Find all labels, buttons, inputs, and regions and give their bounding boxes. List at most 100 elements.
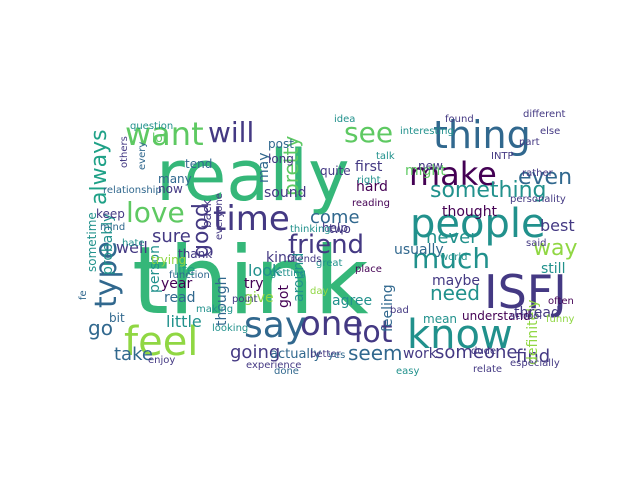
word-cloud-word: others (119, 136, 130, 168)
word-cloud-word: love (126, 196, 185, 229)
word-cloud-word: thinking (290, 224, 331, 235)
word-cloud-word: talk (376, 151, 395, 162)
word-cloud-word: part (519, 137, 540, 148)
word-cloud-word: relationship (103, 185, 162, 196)
word-cloud-word: found (445, 114, 474, 125)
word-cloud-word: now (158, 182, 183, 196)
word-cloud-word: still (541, 261, 565, 277)
word-cloud-word: agree (332, 293, 372, 309)
word-cloud-word: reading (352, 198, 390, 209)
word-cloud-word: bad (390, 305, 409, 316)
word-cloud-word: quite (320, 164, 351, 178)
word-cloud-word: know (407, 312, 513, 358)
word-cloud-word: sure (152, 226, 191, 247)
word-cloud-word: place (355, 264, 382, 275)
word-cloud-word: never (426, 227, 478, 248)
word-cloud-word: say (244, 305, 306, 346)
word-cloud-word: ISFJ (484, 265, 567, 319)
word-cloud-word: person (147, 245, 163, 293)
word-cloud-word: something (430, 178, 546, 203)
word-cloud-word: feeling (380, 284, 396, 332)
word-cloud-word: post (268, 137, 294, 151)
word-cloud-word: mean (423, 312, 457, 326)
word-cloud-word: world (440, 252, 468, 263)
word-cloud-word: may (256, 152, 272, 183)
word-cloud-word: trying (151, 253, 186, 267)
word-cloud-word: right (357, 175, 381, 186)
word-cloud-word: said (526, 238, 546, 249)
word-cloud-word: come (310, 207, 360, 228)
word-cloud-word: different (523, 109, 566, 120)
word-cloud-word: one (300, 304, 363, 344)
word-cloud-word: thread (514, 305, 560, 321)
word-cloud-word: even (518, 165, 572, 190)
word-cloud-word: everyone (214, 193, 225, 240)
word-cloud-word: might (405, 163, 446, 179)
word-cloud-word: sometime (85, 212, 99, 272)
word-cloud-word: fe (78, 290, 89, 300)
word-cloud-word: done (274, 366, 299, 377)
word-cloud-word: better (310, 349, 341, 360)
word-cloud-word: time (213, 199, 290, 239)
word-cloud-word: many (158, 172, 192, 186)
word-cloud-word: every (137, 142, 148, 170)
word-cloud-word: personality (510, 194, 566, 205)
word-cloud-word: going (230, 342, 280, 363)
word-cloud-word: day (310, 286, 328, 297)
word-cloud-word: usually (394, 242, 444, 258)
word-cloud-word: thought (442, 204, 498, 220)
word-cloud-word: life (174, 263, 195, 279)
word-cloud-word: got (276, 285, 292, 308)
word-cloud-word: find (516, 346, 550, 367)
word-cloud-word: interesting (400, 126, 454, 137)
word-cloud-word: make (409, 155, 497, 193)
word-cloud-word: actually (270, 347, 322, 362)
word-cloud-word: keep (96, 207, 125, 221)
word-cloud-word: yes (328, 350, 345, 361)
word-cloud-word: go (88, 316, 113, 340)
word-cloud-word: sound (264, 185, 307, 201)
word-cloud-word: INTP (491, 151, 514, 162)
word-cloud-word: tend (185, 157, 212, 171)
word-cloud-word: great (316, 258, 343, 269)
word-cloud-word: school (510, 311, 542, 322)
word-cloud-word: seem (348, 341, 403, 365)
word-cloud-word: type (89, 241, 124, 308)
word-cloud-word: first (355, 159, 383, 175)
word-cloud-word: rather (522, 168, 554, 179)
word-cloud-word: friend (288, 230, 364, 260)
word-cloud-word: will (208, 116, 254, 149)
word-cloud-word: feel (124, 319, 198, 365)
word-cloud-word: people (410, 201, 546, 247)
word-cloud-word: way (533, 236, 578, 261)
word-cloud-word: little (166, 312, 202, 331)
word-cloud-word: bit (109, 311, 125, 325)
word-cloud-word: take (114, 344, 153, 365)
word-cloud-word: someone (435, 342, 518, 363)
word-cloud-word: long (268, 152, 294, 166)
word-cloud-word: try (244, 276, 264, 292)
word-cloud-word: think (132, 227, 369, 336)
word-cloud-word: understand (462, 309, 531, 323)
word-cloud-word: work (403, 346, 438, 362)
word-cloud-word: kind (266, 250, 296, 266)
word-cloud-word: funny (546, 314, 575, 325)
word-cloud-word: especially (510, 358, 560, 369)
word-cloud-word: read (164, 290, 196, 306)
word-cloud-word: new (418, 159, 443, 173)
word-cloud-word: look (248, 261, 282, 280)
word-cloud-word: mind (100, 222, 125, 233)
word-cloud-word: well (116, 238, 148, 257)
word-cloud-word: really (156, 135, 350, 217)
word-cloud-word: much (412, 242, 490, 275)
word-cloud-word: two (329, 222, 351, 236)
word-cloud-word: dude (471, 346, 496, 357)
word-cloud-word: need (430, 281, 480, 305)
word-cloud-word: point (232, 294, 258, 305)
word-cloud-word: lol (152, 131, 166, 145)
word-cloud-word: always (87, 129, 112, 205)
word-cloud-word: year (161, 276, 192, 292)
word-cloud-word: though (214, 276, 230, 326)
word-cloud-word: else (540, 126, 560, 137)
